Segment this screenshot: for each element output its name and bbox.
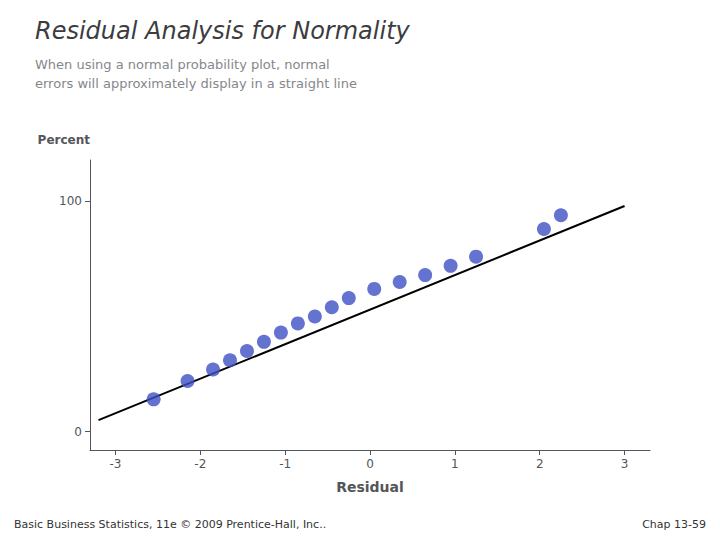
- svg-text:errors will approximately disp: errors will approximately display in a s…: [35, 76, 357, 91]
- svg-text:Chap 13-59: Chap 13-59: [642, 518, 706, 531]
- svg-text:-3: -3: [109, 457, 121, 471]
- svg-text:0: 0: [74, 425, 82, 439]
- svg-text:100: 100: [59, 194, 82, 208]
- svg-text:Residual: Residual: [336, 479, 404, 495]
- svg-text:3: 3: [621, 457, 629, 471]
- svg-text:Basic Business Statistics, 11e: Basic Business Statistics, 11e © 2009 Pr…: [14, 518, 326, 531]
- svg-text:Residual Analysis for Normalit: Residual Analysis for Normality: [35, 17, 411, 45]
- svg-text:When using a normal probabilit: When using a normal probability plot, no…: [35, 57, 330, 72]
- svg-text:Percent: Percent: [38, 133, 91, 147]
- svg-text:-2: -2: [194, 457, 206, 471]
- svg-text:0: 0: [366, 457, 374, 471]
- svg-text:2: 2: [536, 457, 544, 471]
- svg-text:1: 1: [451, 457, 459, 471]
- svg-text:-1: -1: [279, 457, 291, 471]
